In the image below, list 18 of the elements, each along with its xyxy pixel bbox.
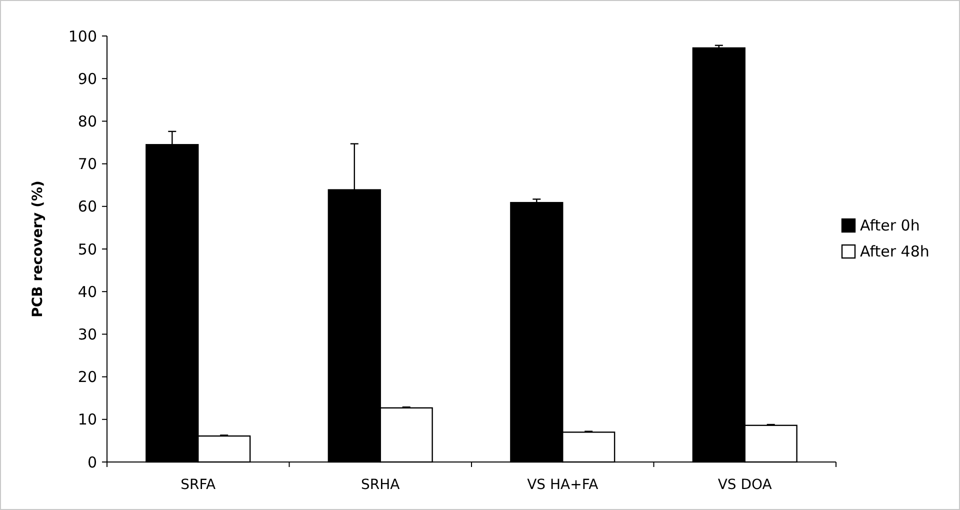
- y-tick-label: 30: [78, 325, 97, 344]
- y-tick-label: 100: [68, 27, 97, 46]
- y-tick-label: 0: [87, 453, 97, 472]
- y-tick-label: 10: [78, 410, 97, 429]
- legend-label: After 48h: [860, 242, 930, 260]
- x-tick-label: VS HA+FA: [527, 477, 599, 493]
- y-tick-label: 20: [78, 368, 97, 386]
- y-axis-title: PCB recovery (%): [30, 180, 46, 318]
- x-tick-label: VS DOA: [718, 477, 772, 493]
- legend-label: After 0h: [860, 216, 920, 234]
- y-tick-label: 40: [78, 282, 97, 301]
- y-tick-label: 60: [78, 198, 97, 216]
- x-tick-label: SRHA: [361, 477, 400, 493]
- y-tick-label: 70: [78, 155, 97, 174]
- y-tick-label: 90: [78, 70, 97, 88]
- x-tick-label: SRFA: [180, 477, 216, 493]
- y-tick-label: 80: [78, 112, 97, 130]
- y-tick-label: 50: [78, 240, 97, 258]
